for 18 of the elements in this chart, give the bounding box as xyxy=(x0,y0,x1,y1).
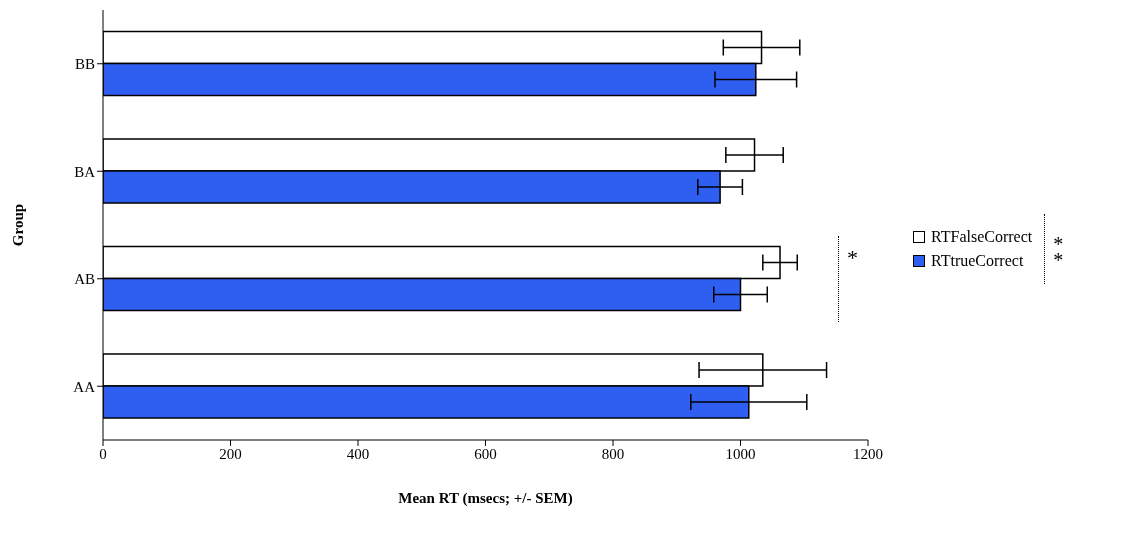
y-axis-title: Group xyxy=(10,203,27,247)
significance-bracket: ** xyxy=(1044,214,1066,284)
y-tick-label: AB xyxy=(74,271,95,288)
legend-label: RTFalseCorrect xyxy=(931,228,1033,246)
x-axis-title: Mean RT (msecs; +/- SEM) xyxy=(398,489,573,507)
x-tick-label: 400 xyxy=(346,445,370,462)
x-tick-label: 1200 xyxy=(853,445,883,462)
significance-bracket: * xyxy=(838,235,858,322)
x-tick-label: 1000 xyxy=(725,445,756,462)
x-tick-label: 600 xyxy=(474,445,497,462)
x-tick-label: 0 xyxy=(99,445,107,462)
x-tick-label: 800 xyxy=(601,445,625,462)
y-tick-label: BA xyxy=(74,163,96,180)
y-tick-label: BB xyxy=(74,56,95,73)
y-tick-label: AA xyxy=(73,378,96,395)
annotation: * xyxy=(847,244,858,270)
x-tick-label: 200 xyxy=(219,445,242,462)
legend-label: RTtrueCorrect xyxy=(931,252,1024,270)
